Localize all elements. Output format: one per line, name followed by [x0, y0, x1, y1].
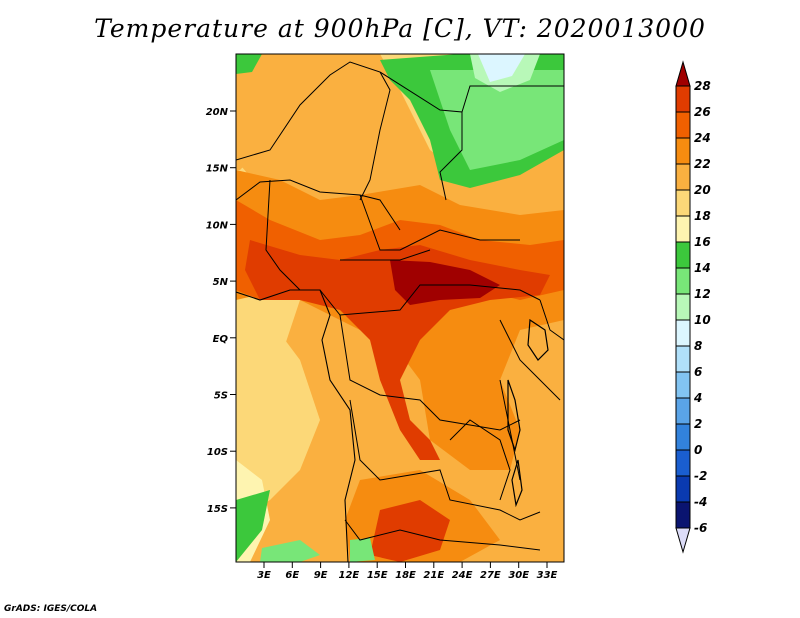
colorbar-label: -4: [694, 495, 707, 509]
colorbar-segment: [675, 215, 691, 243]
colorbar-segment: [675, 163, 691, 191]
colorbar-segment: [675, 397, 691, 425]
colorbar-top-arrow: [675, 60, 691, 87]
colorbar-segment: [675, 293, 691, 321]
lon-tick-label: 12E: [339, 570, 360, 581]
colorbar-segment: [675, 85, 691, 113]
colorbar-segment: [675, 137, 691, 165]
colorbar-label: 20: [694, 183, 711, 197]
map-title: Temperature at 900hPa [C], VT: 202001300…: [94, 14, 706, 43]
colorbar-label: 6: [694, 365, 702, 379]
colorbar-segment: [675, 267, 691, 295]
lon-tick-label: 9E: [314, 570, 328, 581]
lat-tick-label: 5N: [213, 277, 229, 288]
lon-tick-label: 30E: [508, 570, 529, 581]
country-boundaries: [236, 61, 564, 551]
colorbar-label: 26: [694, 105, 711, 119]
colorbar-segment: [675, 423, 691, 451]
colorbar-label: -2: [694, 469, 707, 483]
latitude-axis: 20N 15N 10N 5N EQ 5S 10S 15S: [206, 107, 236, 515]
lon-tick-label: 18E: [395, 570, 416, 581]
lat-tick-label: 10S: [207, 447, 228, 458]
colorbar-segment: [675, 111, 691, 139]
colorbar-segment: [675, 371, 691, 399]
colorbar-label: 24: [694, 131, 711, 145]
lat-tick-label: EQ: [213, 334, 229, 345]
lat-tick-label: 10N: [206, 220, 229, 231]
longitude-axis: 3E 6E 9E 12E 15E 18E 21E 24E 27E 30E 33E: [257, 562, 558, 581]
lon-tick-label: 3E: [257, 570, 271, 581]
lat-tick-label: 15N: [206, 164, 229, 175]
lat-tick-label: 5S: [214, 391, 228, 402]
colorbar-label: 10: [694, 313, 711, 327]
temperature-field: [236, 54, 564, 562]
lat-tick-label: 20N: [206, 107, 229, 118]
lat-tick-label: 15S: [207, 504, 228, 515]
colorbar-segment: [675, 319, 691, 347]
lon-tick-label: 6E: [285, 570, 299, 581]
colorbar-bottom-arrow: [675, 527, 691, 554]
colorbar-segment: [675, 345, 691, 373]
plot-frame: [235, 53, 565, 563]
lon-tick-label: 33E: [537, 570, 558, 581]
lon-tick-label: 24E: [452, 570, 473, 581]
lon-tick-label: 27E: [480, 570, 501, 581]
lakes: [507, 318, 549, 508]
colorbar-label: 28: [694, 79, 711, 93]
credit-text: GrADS: IGES/COLA: [4, 604, 98, 614]
colorbar-segment: [675, 241, 691, 269]
colorbar-segment: [675, 475, 691, 503]
coastline: [236, 289, 356, 562]
colorbar-label: 14: [694, 261, 711, 275]
colorbar-label: 12: [694, 287, 711, 301]
colorbar-segment: [675, 189, 691, 217]
colorbar-segment: [675, 501, 691, 529]
colorbar-segment: [675, 449, 691, 477]
lon-tick-label: 21E: [423, 570, 444, 581]
colorbar-label: 8: [694, 339, 702, 353]
colorbar-label: 4: [693, 391, 702, 405]
colorbar-label: 22: [694, 157, 711, 171]
colorbar-label: 0: [694, 443, 702, 457]
colorbar-label: -6: [694, 521, 707, 535]
colorbar-label: 2: [694, 417, 702, 431]
colorbar-label: 18: [694, 209, 711, 223]
lon-tick-label: 15E: [367, 570, 388, 581]
colorbar-label: 16: [694, 235, 711, 249]
